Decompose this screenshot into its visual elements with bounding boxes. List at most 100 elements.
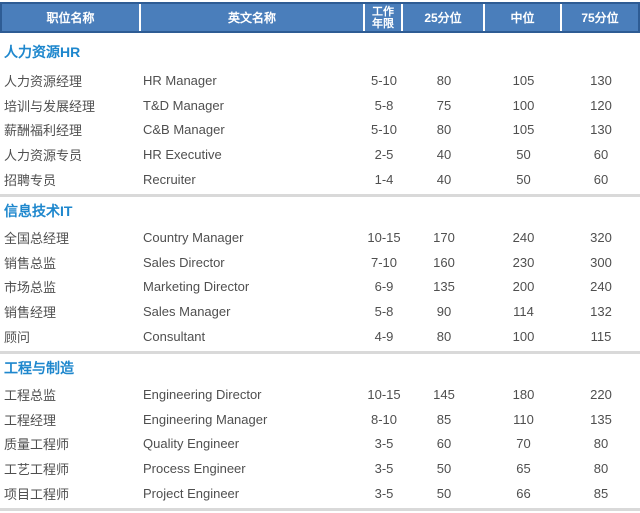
cell-p25: 60 [436, 436, 452, 452]
table-row: 人力资源经理 HR Manager 5-10 80 105 130 [0, 68, 640, 93]
cell-position-en: Engineering Director [143, 386, 262, 402]
cell-median: 105 [512, 122, 535, 138]
cell-position-en: Consultant [143, 329, 206, 345]
cell-years: 2-5 [374, 147, 394, 163]
cell-years: 5-8 [374, 97, 394, 113]
cell-median: 200 [512, 279, 535, 295]
table-bottom-divider [0, 507, 640, 511]
cell-p25: 80 [436, 329, 452, 345]
cell-position-cn: 质量工程师 [4, 437, 70, 453]
section-title: 工程与制造 [4, 359, 74, 376]
cell-years: 3-5 [374, 486, 394, 502]
cell-p75: 60 [593, 172, 609, 188]
cell-p25: 145 [433, 386, 455, 402]
section-hr: 人力资源HR 人力资源经理 HR Manager 5-10 80 105 130… [0, 33, 640, 197]
cell-position-cn: 工程经理 [4, 412, 57, 428]
cell-position-cn: 培训与发展经理 [4, 98, 96, 114]
cell-median: 180 [512, 386, 535, 402]
cell-p25: 75 [436, 97, 452, 113]
table-row: 顾问 Consultant 4-9 80 100 115 [0, 324, 640, 349]
cell-median: 110 [513, 411, 534, 427]
cell-position-en: Process Engineer [143, 461, 246, 477]
cell-p75: 220 [590, 386, 612, 402]
column-header-p25: 25分位 [401, 4, 483, 31]
cell-p75: 85 [593, 486, 609, 502]
cell-position-en: Engineering Manager [143, 411, 268, 427]
table-row: 质量工程师 Quality Engineer 3-5 60 70 80 [0, 432, 640, 457]
cell-p75: 132 [590, 304, 612, 320]
cell-years: 3-5 [374, 436, 394, 452]
cell-p75: 240 [590, 279, 612, 295]
cell-position-en: Quality Engineer [143, 436, 240, 452]
cell-position-en: Marketing Director [143, 279, 250, 295]
cell-position-cn: 工程总监 [4, 387, 57, 403]
cell-position-cn: 全国总经理 [4, 230, 70, 246]
table-header-row: 职位名称 英文名称 工作年限 25分位 中位 75分位 [0, 2, 640, 33]
table-row: 薪酬福利经理 C&B Manager 5-10 80 105 130 [0, 118, 640, 143]
cell-p75: 115 [590, 329, 612, 345]
cell-median: 240 [512, 229, 535, 245]
section-it: 信息技术IT 全国总经理 Country Manager 10-15 170 2… [0, 197, 640, 354]
cell-years: 5-8 [374, 304, 394, 320]
cell-position-cn: 项目工程师 [4, 487, 70, 503]
cell-years: 5-10 [370, 122, 398, 138]
cell-median: 50 [516, 147, 531, 163]
cell-position-en: Project Engineer [143, 486, 240, 502]
table-row: 销售总监 Sales Director 7-10 160 230 300 [0, 250, 640, 275]
cell-p75: 300 [590, 254, 612, 270]
table-row: 市场总监 Marketing Director 6-9 135 200 240 [0, 275, 640, 300]
cell-median: 50 [516, 172, 531, 188]
table-row: 人力资源专员 HR Executive 2-5 40 50 60 [0, 142, 640, 167]
cell-position-cn: 销售总监 [4, 255, 57, 271]
cell-p25: 135 [433, 279, 455, 295]
cell-median: 65 [516, 461, 531, 477]
cell-p75: 120 [590, 97, 612, 113]
cell-position-en: C&B Manager [143, 122, 225, 138]
table-row: 项目工程师 Project Engineer 3-5 50 66 85 [0, 481, 640, 506]
section-title: 信息技术IT [4, 202, 73, 219]
cell-years: 8-10 [370, 411, 398, 427]
cell-position-cn: 薪酬福利经理 [4, 123, 83, 139]
column-header-median: 中位 [483, 4, 560, 31]
cell-p75: 135 [590, 411, 612, 427]
cell-median: 105 [512, 72, 535, 88]
cell-p75: 130 [590, 122, 612, 138]
table-row: 销售经理 Sales Manager 5-8 90 114 132 [0, 299, 640, 324]
cell-median: 114 [513, 304, 534, 320]
cell-years: 5-10 [370, 72, 398, 88]
column-header-p75: 75分位 [560, 4, 638, 31]
cell-position-en: Sales Manager [143, 304, 231, 320]
cell-years: 10-15 [367, 229, 401, 245]
cell-p25: 80 [436, 122, 452, 138]
cell-position-cn: 顾问 [4, 330, 31, 346]
cell-position-en: HR Executive [143, 147, 222, 163]
cell-p25: 40 [436, 172, 452, 188]
cell-position-cn: 人力资源经理 [4, 73, 83, 89]
cell-position-en: Recruiter [143, 172, 196, 188]
cell-p25: 85 [436, 411, 452, 427]
cell-position-cn: 人力资源专员 [4, 148, 83, 164]
cell-median: 70 [516, 436, 531, 452]
cell-position-cn: 市场总监 [4, 280, 57, 296]
table-row: 工程经理 Engineering Manager 8-10 85 110 135 [0, 407, 640, 432]
cell-p25: 50 [436, 486, 452, 502]
cell-position-cn: 销售经理 [4, 305, 57, 321]
cell-position-en: Country Manager [143, 229, 244, 245]
cell-years: 4-9 [374, 329, 394, 345]
cell-p75: 130 [590, 72, 612, 88]
cell-years: 1-4 [374, 172, 394, 188]
cell-years: 3-5 [374, 461, 394, 477]
cell-position-en: T&D Manager [143, 97, 224, 113]
cell-median: 100 [512, 97, 535, 113]
section-divider [0, 193, 640, 197]
cell-years: 6-9 [374, 279, 394, 295]
cell-p25: 90 [436, 304, 452, 320]
section-engineering: 工程与制造 工程总监 Engineering Director 10-15 14… [0, 354, 640, 511]
cell-p25: 80 [436, 72, 452, 88]
column-header-years: 工作年限 [363, 4, 401, 31]
cell-position-en: HR Manager [143, 72, 217, 88]
table-row: 培训与发展经理 T&D Manager 5-8 75 100 120 [0, 93, 640, 118]
section-title: 人力资源HR [4, 44, 81, 60]
cell-position-cn: 招聘专员 [4, 173, 57, 189]
